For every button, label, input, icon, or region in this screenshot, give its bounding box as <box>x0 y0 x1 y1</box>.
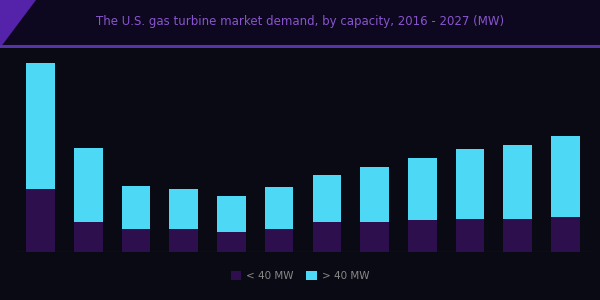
Bar <box>26 63 55 188</box>
Bar <box>408 220 437 252</box>
Bar <box>551 136 580 217</box>
Bar <box>313 222 341 252</box>
Bar <box>265 187 293 229</box>
Bar <box>74 222 103 252</box>
Bar <box>408 158 437 220</box>
Bar <box>360 167 389 222</box>
Bar <box>313 175 341 222</box>
Bar <box>122 185 151 229</box>
Bar <box>217 232 246 252</box>
Bar <box>122 229 151 252</box>
Bar <box>217 196 246 232</box>
Bar <box>265 229 293 252</box>
Bar <box>551 217 580 252</box>
Bar <box>169 188 198 229</box>
Bar <box>503 219 532 252</box>
Bar <box>455 149 484 219</box>
Bar <box>455 219 484 252</box>
Bar <box>0 45 600 48</box>
Text: The U.S. gas turbine market demand, by capacity, 2016 - 2027 (MW): The U.S. gas turbine market demand, by c… <box>96 15 504 28</box>
Bar <box>74 148 103 222</box>
Bar <box>360 222 389 252</box>
Legend: < 40 MW, > 40 MW: < 40 MW, > 40 MW <box>230 271 370 281</box>
Polygon shape <box>0 0 36 48</box>
Bar <box>503 145 532 219</box>
Bar <box>26 188 55 252</box>
Bar <box>169 229 198 252</box>
